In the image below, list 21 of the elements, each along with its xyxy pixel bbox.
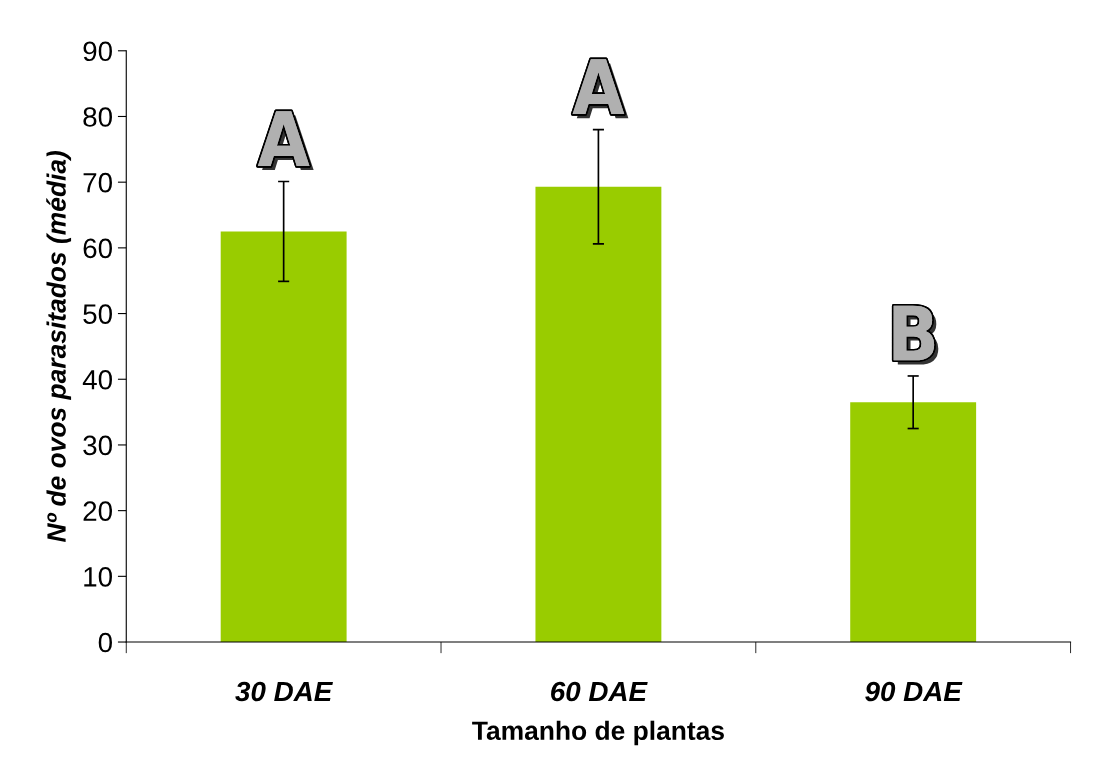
x-tick-label: 90 DAE bbox=[865, 681, 963, 702]
bar bbox=[850, 402, 977, 643]
y-tick-label: 50 bbox=[83, 304, 112, 324]
x-tick-label: 60 DAE bbox=[551, 681, 648, 702]
annotation: A bbox=[257, 111, 314, 171]
y-tick-label: 70 bbox=[83, 172, 112, 193]
y-axis-title: Nº de ovos parasitados (média) bbox=[46, 150, 72, 543]
y-tick-label: 30 bbox=[83, 435, 112, 456]
x-tick-label: 30 DAE bbox=[235, 681, 333, 702]
y-tick-label: 40 bbox=[82, 369, 112, 390]
y-tick-label: 90 bbox=[83, 41, 112, 62]
y-tick-label: 10 bbox=[84, 567, 112, 587]
bar bbox=[220, 231, 347, 643]
annotation: A bbox=[572, 59, 629, 119]
x-axis-title: Tamanho de plantas bbox=[472, 720, 724, 746]
y-tick-label: 20 bbox=[83, 501, 112, 521]
y-tick-label: 60 bbox=[83, 238, 112, 259]
annotation: B bbox=[893, 305, 939, 365]
bar bbox=[535, 186, 662, 643]
y-tick-label: 0 bbox=[98, 632, 112, 653]
y-tick-label: 80 bbox=[83, 107, 112, 127]
